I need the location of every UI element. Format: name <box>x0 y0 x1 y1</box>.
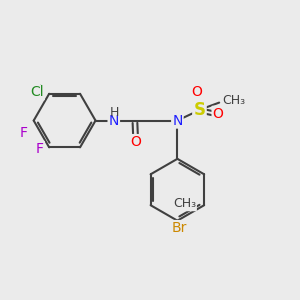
Text: CH₃: CH₃ <box>222 94 245 107</box>
Text: Cl: Cl <box>29 84 43 98</box>
Text: Cl: Cl <box>30 85 44 99</box>
Text: O: O <box>130 135 141 149</box>
Text: O: O <box>191 85 202 99</box>
Text: O: O <box>213 107 224 121</box>
Text: F: F <box>36 142 44 156</box>
Text: H: H <box>110 106 119 119</box>
Text: Br: Br <box>171 221 187 235</box>
Text: CH₃: CH₃ <box>173 197 196 210</box>
Text: N: N <box>172 114 183 128</box>
Text: F: F <box>19 126 27 140</box>
Text: S: S <box>194 101 206 119</box>
Text: N: N <box>109 114 119 128</box>
